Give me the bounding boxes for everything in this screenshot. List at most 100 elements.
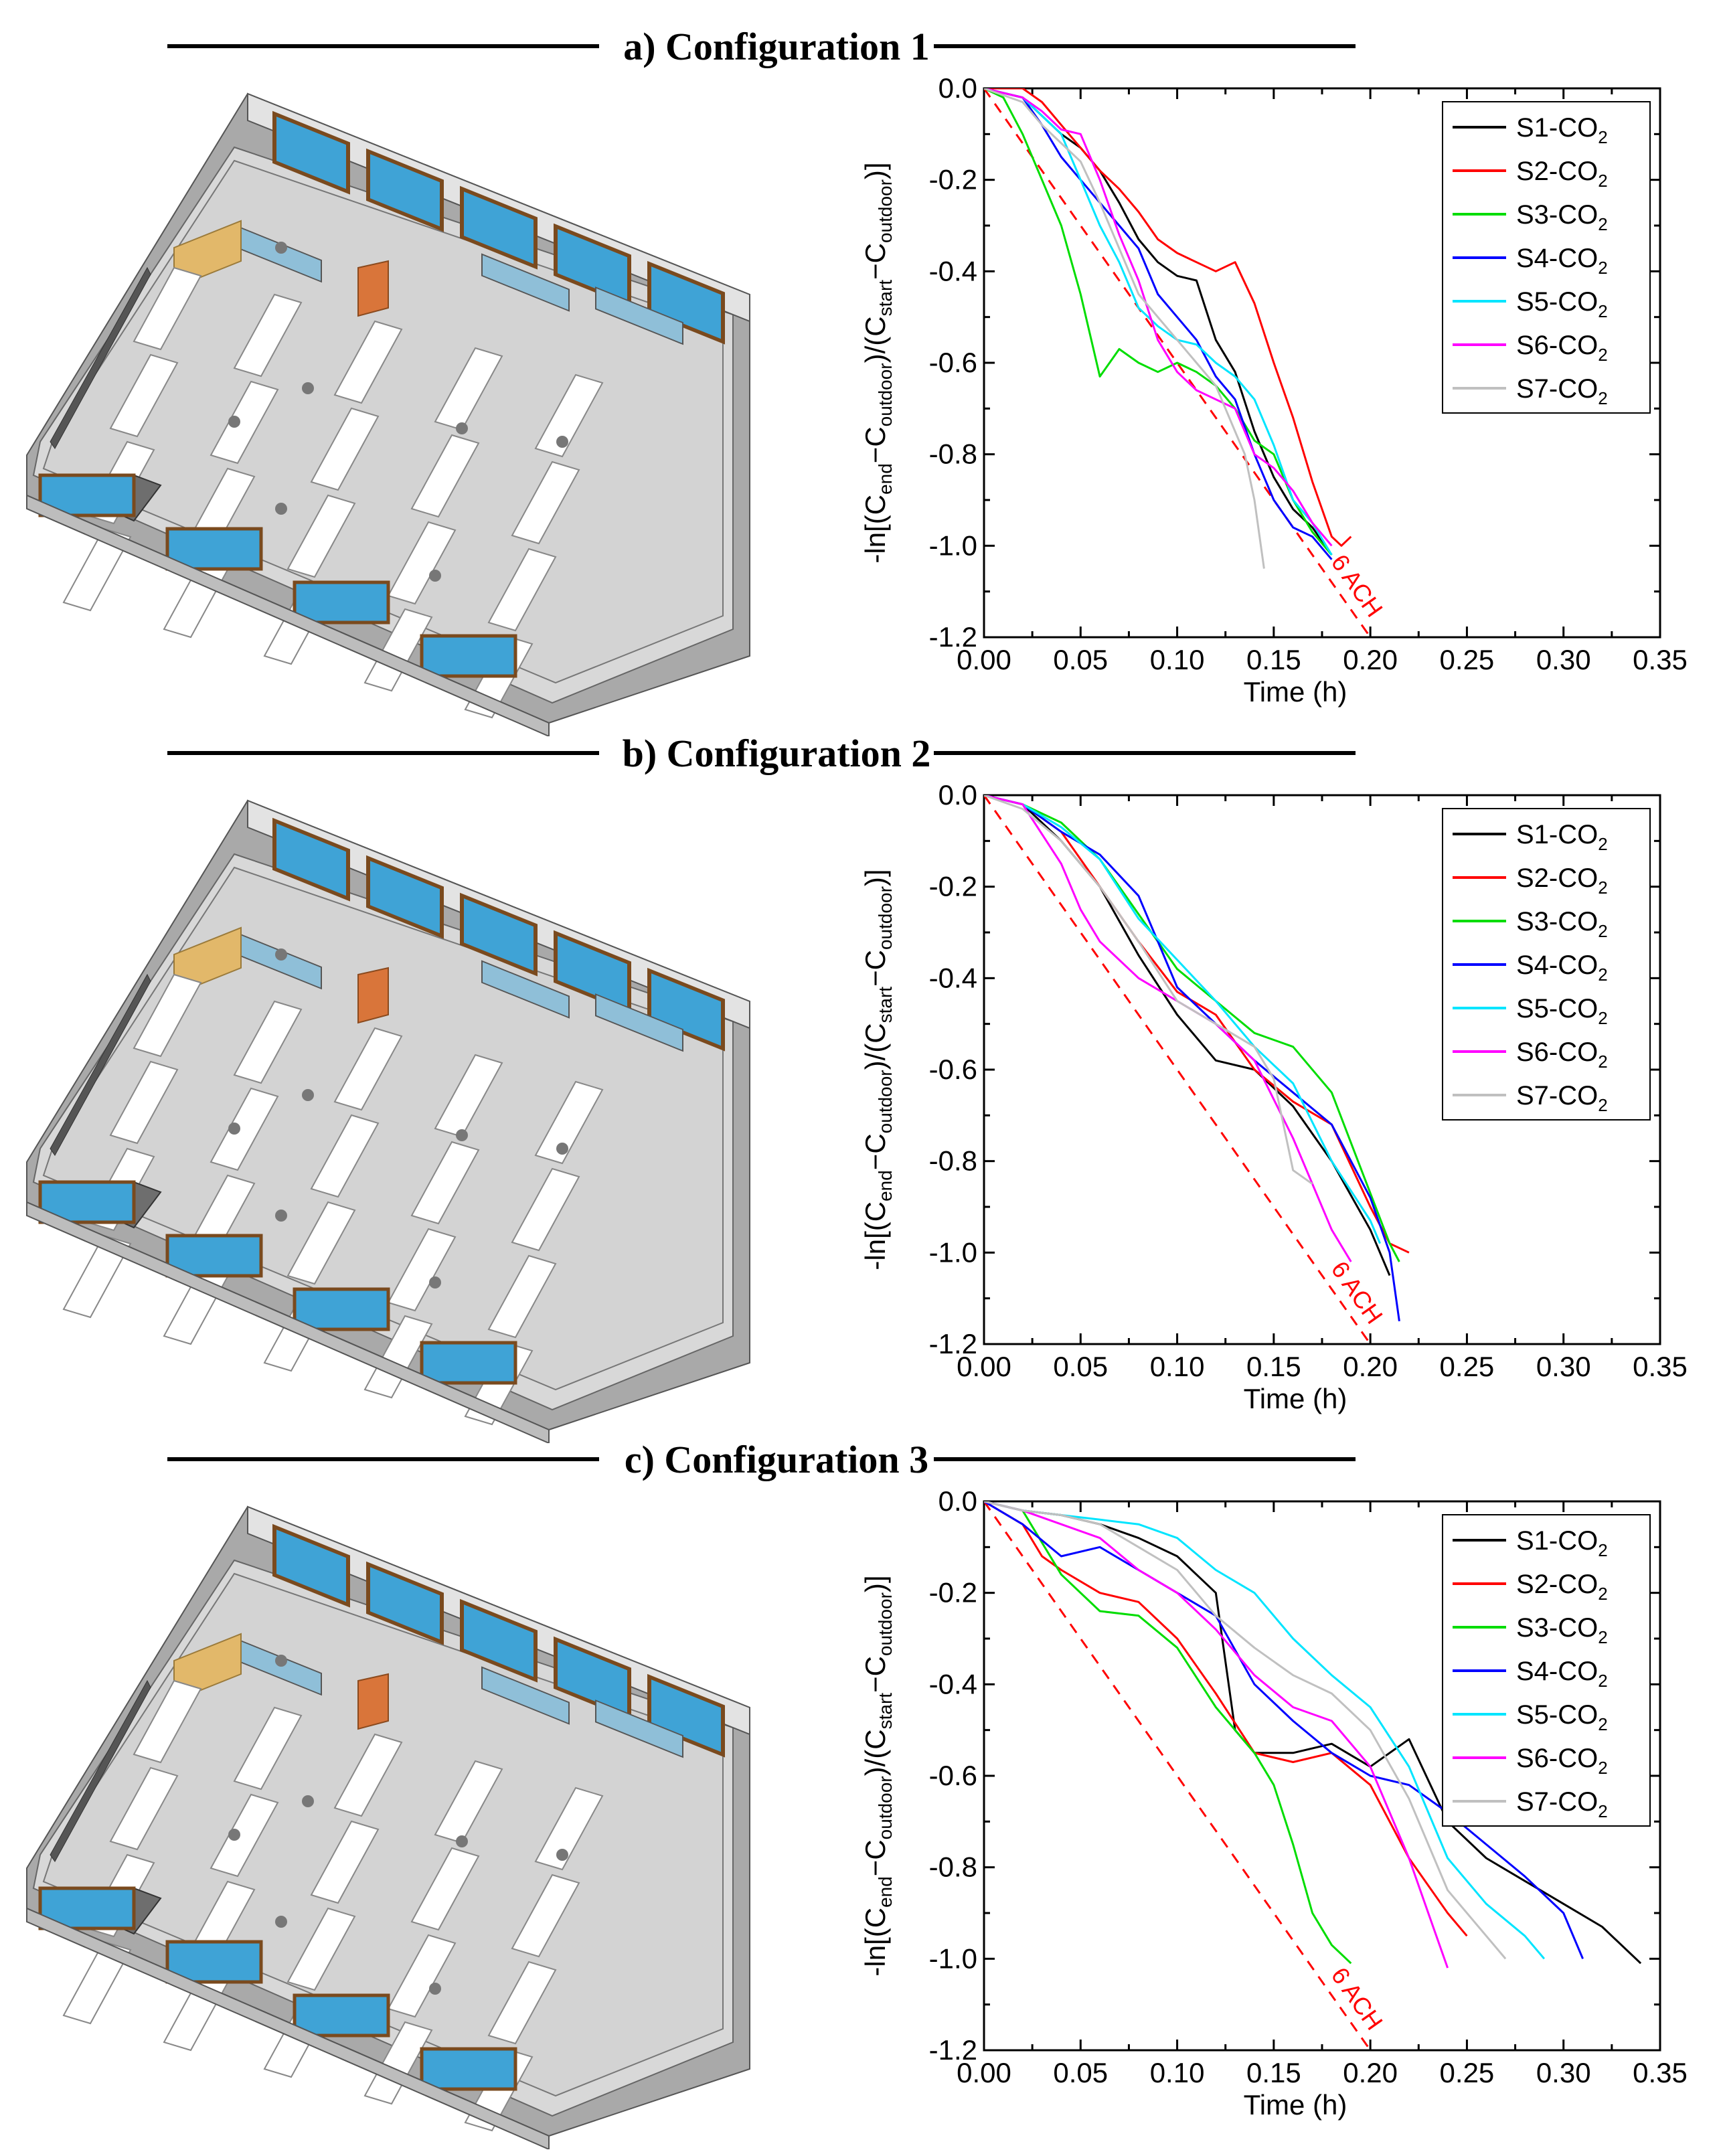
legend-label: S1-CO2 — [1516, 1526, 1608, 1560]
series-line — [984, 88, 1333, 547]
back-window — [647, 1673, 725, 1758]
x-tick-label: 0.15 — [1246, 644, 1301, 675]
decay-chart: 0.00 0.05 0.10 0.15 0.20 0.25 0.30 0.35 0.0 -0.2 -… — [859, 72, 1688, 708]
y-label-subscript: end — [875, 463, 896, 495]
desk — [310, 1820, 380, 1904]
x-tick-label: 0.25 — [1440, 644, 1495, 675]
inner-window — [481, 253, 570, 312]
desk — [133, 266, 202, 351]
panel-a: a) Configuration 1 0.00 0.05 0.10 0.15 0.20 0… — [0, 0, 1721, 736]
sensor-dot — [556, 1143, 568, 1155]
legend-label-subscript: 2 — [1598, 1540, 1607, 1560]
front-window — [420, 634, 517, 678]
title-rule-right — [934, 751, 1356, 755]
legend-label-subscript: 2 — [1598, 1095, 1607, 1115]
y-tick-label: -0.4 — [929, 255, 977, 286]
desk — [363, 1315, 433, 1399]
legend-label: S2-CO2 — [1516, 863, 1608, 898]
y-label-part: −C — [859, 1656, 891, 1693]
series-line — [984, 1501, 1449, 1969]
x-tick-label: 0.35 — [1633, 644, 1688, 675]
back-window — [366, 1561, 444, 1645]
legend-label-base: S6-CO — [1516, 1038, 1598, 1067]
desk — [363, 608, 433, 692]
reference-label: 6 ACH — [1326, 1962, 1388, 2035]
legend-label-subscript: 2 — [1598, 1627, 1607, 1647]
desk — [286, 494, 356, 578]
back-window — [366, 855, 444, 939]
sensor-dot — [456, 422, 468, 434]
desk — [310, 407, 380, 491]
desk — [511, 1874, 580, 1958]
sensor-dot — [556, 436, 568, 448]
front-window — [165, 1234, 263, 1278]
desk — [434, 1760, 503, 1844]
legend-label-subscript: 2 — [1598, 1584, 1607, 1604]
legend-label: S6-CO2 — [1516, 1744, 1608, 1778]
legend-label-subscript: 2 — [1598, 258, 1607, 278]
back-window — [460, 1598, 538, 1683]
legend-label-base: S1-CO — [1516, 1526, 1598, 1556]
sensor-dot — [228, 1829, 240, 1841]
x-tick-label: 0.30 — [1536, 1351, 1591, 1382]
panel-title: b) Configuration 2 — [622, 732, 931, 775]
desk — [387, 521, 457, 605]
series-line — [984, 795, 1352, 1262]
legend-label-base: S7-CO — [1516, 374, 1598, 404]
legend-label: S3-CO2 — [1516, 200, 1608, 234]
legend-label: S7-CO2 — [1516, 1787, 1608, 1821]
desk — [387, 1934, 457, 2018]
door — [357, 967, 389, 1024]
y-label-subscript: outdoor — [875, 1592, 896, 1656]
classroom-diagram — [26, 799, 750, 1443]
reference-label: 6 ACH — [1326, 549, 1388, 622]
legend-label-base: S3-CO — [1516, 200, 1598, 230]
legend-label-base: S5-CO — [1516, 994, 1598, 1023]
front-window — [165, 527, 263, 571]
y-label-subscript: start — [875, 987, 896, 1023]
desk — [434, 1054, 503, 1138]
reference-label: 6 ACH — [1326, 1256, 1388, 1329]
legend-label-subscript: 2 — [1598, 127, 1607, 147]
decay-chart: 0.00 0.05 0.10 0.15 0.20 0.25 0.30 0.35 0.0 -0.2 -… — [859, 779, 1688, 1414]
series-line — [984, 795, 1400, 1262]
legend-label-base: S6-CO — [1516, 331, 1598, 360]
series-line — [984, 795, 1391, 1276]
front-window — [165, 1940, 263, 1984]
inner-window — [595, 993, 683, 1052]
legend-label-subscript: 2 — [1598, 345, 1607, 365]
y-tick-label: -0.8 — [929, 1145, 977, 1177]
desk — [534, 374, 604, 458]
legend-label: S4-CO2 — [1516, 244, 1608, 278]
inner-window — [481, 960, 570, 1019]
legend-label-base: S2-CO — [1516, 1570, 1598, 1599]
x-tick-label: 0.00 — [957, 2057, 1011, 2088]
legend-label-subscript: 2 — [1598, 921, 1607, 941]
y-label-subscript: outdoor — [875, 1070, 896, 1133]
series-line — [984, 795, 1313, 1185]
y-label-part: −C — [859, 426, 891, 463]
y-tick-label: 0.0 — [938, 779, 977, 811]
desk — [410, 1847, 480, 1931]
title-rule-right — [934, 1457, 1356, 1461]
legend-label-subscript: 2 — [1598, 171, 1607, 191]
front-window — [420, 1341, 517, 1385]
x-tick-label: 0.20 — [1343, 2057, 1398, 2088]
y-label-part: −C — [859, 950, 891, 987]
legend-label-subscript: 2 — [1598, 1758, 1607, 1778]
desk — [109, 1766, 179, 1851]
desk — [62, 527, 132, 612]
x-tick-label: 0.05 — [1053, 2057, 1108, 2088]
inner-window — [481, 1666, 570, 1725]
y-tick-label: -0.6 — [929, 347, 977, 378]
desk — [410, 434, 480, 518]
x-tick-label: 0.25 — [1440, 1351, 1495, 1382]
front-wall-base — [26, 1907, 550, 2149]
legend-label: S5-CO2 — [1516, 1700, 1608, 1734]
panel-title: a) Configuration 1 — [623, 25, 930, 68]
y-tick-label: 0.0 — [938, 72, 977, 104]
legend-label-subscript: 2 — [1598, 301, 1607, 321]
classroom-diagram — [26, 92, 750, 736]
y-tick-label: -0.6 — [929, 1054, 977, 1085]
legend-label-base: S5-CO — [1516, 287, 1598, 317]
